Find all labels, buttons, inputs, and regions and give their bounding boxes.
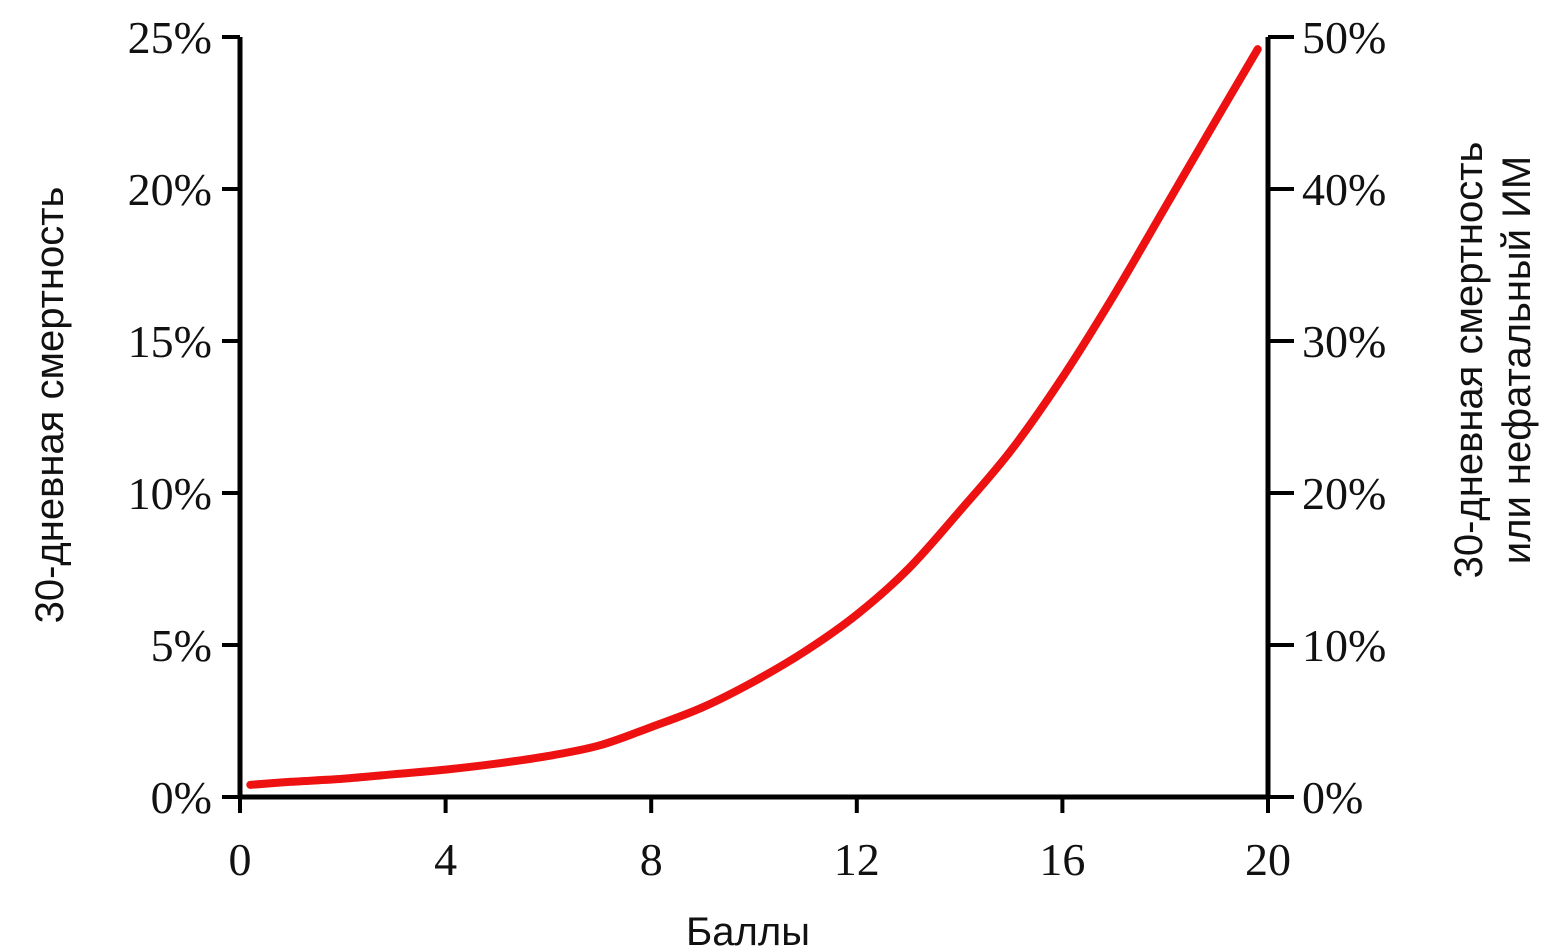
x-tick-label: 16 [1039, 834, 1085, 885]
x-tick-label: 0 [229, 834, 252, 885]
y-axis-right-title-line2: или нефатальный ИМ [1495, 156, 1539, 564]
x-tick-label: 4 [434, 834, 457, 885]
y-axis-left-title: 30-дневная смертность [28, 187, 72, 624]
x-tick-label: 12 [834, 834, 880, 885]
y-left-tick-label: 15% [128, 316, 212, 367]
ticks: 0 4 8 12 16 200%5%10%15%20%25%0%10%20%30%40%5… [128, 12, 1387, 885]
x-tick-label: 8 [640, 834, 663, 885]
y-left-tick-label: 20% [128, 164, 212, 215]
y-left-tick-label: 10% [128, 468, 212, 519]
series-line-0 [246, 45, 1262, 789]
x-tick-label: 20 [1245, 834, 1291, 885]
x-axis-title: Баллы [686, 910, 810, 952]
y-left-tick-label: 25% [128, 12, 212, 63]
y-right-tick-label: 30% [1302, 316, 1386, 367]
axes [237, 37, 1271, 800]
y-left-tick-label: 5% [151, 620, 212, 671]
y-right-tick-label: 20% [1302, 468, 1386, 519]
y-right-tick-label: 0% [1302, 772, 1363, 823]
y-right-tick-label: 50% [1302, 12, 1386, 63]
y-right-tick-label: 40% [1302, 164, 1386, 215]
y-right-tick-label: 10% [1302, 620, 1386, 671]
series-group [246, 45, 1262, 789]
y-left-tick-label: 0% [151, 772, 212, 823]
y-axis-right-title-line1: 30-дневная смертность [1447, 142, 1491, 579]
